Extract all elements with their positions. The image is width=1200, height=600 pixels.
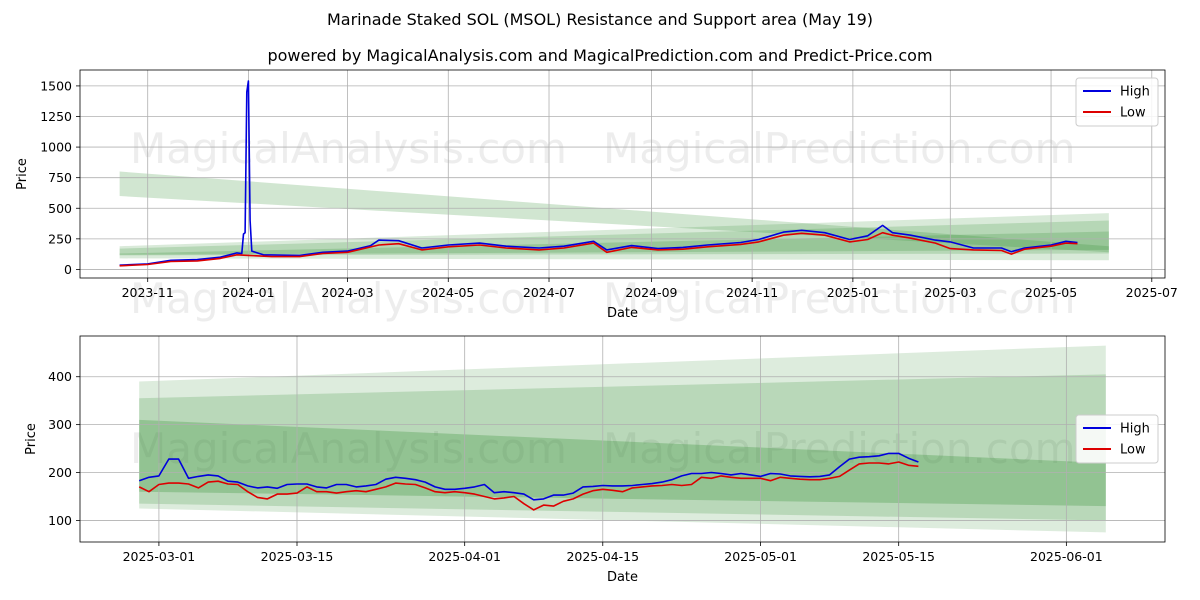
legend: High Low bbox=[1075, 77, 1159, 127]
x-tick-label: 2024-09 bbox=[625, 285, 677, 300]
watermark: MagicalAnalysis.com bbox=[130, 424, 567, 473]
resistance-support-band bbox=[119, 171, 1109, 253]
y-tick-label: 400 bbox=[48, 369, 72, 384]
y-tick-label: 100 bbox=[48, 513, 72, 528]
x-tick-label: 2025-04-15 bbox=[566, 549, 639, 564]
x-tick-label: 2024-07 bbox=[523, 285, 575, 300]
y-tick-label: 1000 bbox=[40, 140, 72, 155]
x-axis-label: Date bbox=[607, 570, 638, 585]
x-tick-label: 2025-05-15 bbox=[862, 549, 935, 564]
series-line-low bbox=[138, 461, 919, 511]
x-tick-label: 2025-01 bbox=[827, 285, 879, 300]
chart-title: Marinade Staked SOL (MSOL) Resistance an… bbox=[326, 10, 874, 29]
x-tick-label: 2024-05 bbox=[422, 285, 474, 300]
y-tick-label: 500 bbox=[48, 201, 72, 216]
plot-frame bbox=[79, 69, 1166, 279]
x-tick-label: 2025-03 bbox=[924, 285, 976, 300]
x-tick-label: 2025-03-15 bbox=[261, 549, 334, 564]
watermark: MagicalAnalysis.com bbox=[130, 274, 567, 323]
legend-label-high: High bbox=[1120, 422, 1150, 437]
resistance-support-band bbox=[139, 419, 1106, 507]
chart-subtitle: powered by MagicalAnalysis.com and Magic… bbox=[267, 46, 933, 65]
x-tick-label: 2025-07 bbox=[1126, 285, 1178, 300]
plot-frame bbox=[79, 335, 1166, 543]
y-axis-label: Price bbox=[24, 423, 39, 455]
x-tick-label: 2025-03-01 bbox=[123, 549, 196, 564]
y-tick-label: 300 bbox=[48, 417, 72, 432]
x-tick-label: 2024-11 bbox=[726, 285, 778, 300]
y-axis-label: Price bbox=[15, 158, 30, 190]
series-line-high bbox=[119, 80, 1078, 266]
legend-label-low: Low bbox=[1120, 443, 1146, 458]
chart-panel-1: MagicalAnalysis.com MagicalAnalysis.com Ma… bbox=[15, 69, 1178, 323]
y-tick-label: 750 bbox=[48, 170, 72, 185]
x-tick-label: 2025-04-01 bbox=[428, 549, 501, 564]
resistance-support-band bbox=[139, 374, 1106, 521]
y-tick-label: 200 bbox=[48, 465, 72, 480]
legend-label-high: High bbox=[1120, 85, 1150, 100]
x-tick-label: 2024-01 bbox=[222, 285, 274, 300]
legend: High Low bbox=[1075, 414, 1159, 464]
x-tick-label: 2025-05 bbox=[1025, 285, 1077, 300]
x-tick-label: 2024-03 bbox=[321, 285, 373, 300]
x-tick-label: 2025-06-01 bbox=[1030, 549, 1103, 564]
x-axis-label: Date bbox=[607, 306, 638, 321]
watermark: MagicalAnalysis.com bbox=[130, 124, 567, 173]
resistance-support-band bbox=[139, 345, 1106, 533]
watermark: MagicalPrediction.com bbox=[603, 274, 1076, 323]
chart-panel-2: MagicalAnalysis.com MagicalPrediction.com… bbox=[24, 335, 1166, 585]
x-tick-label: 2023-11 bbox=[122, 285, 174, 300]
series-line-high bbox=[138, 452, 919, 501]
y-tick-label: 1250 bbox=[40, 109, 72, 124]
legend-label-low: Low bbox=[1120, 106, 1146, 121]
watermark: MagicalPrediction.com bbox=[603, 124, 1076, 173]
y-tick-label: 0 bbox=[64, 262, 72, 277]
y-tick-label: 1500 bbox=[40, 78, 72, 93]
y-tick-label: 250 bbox=[48, 231, 72, 246]
series-line-low bbox=[119, 231, 1078, 267]
x-tick-label: 2025-05-01 bbox=[724, 549, 797, 564]
watermark: MagicalPrediction.com bbox=[603, 424, 1076, 473]
